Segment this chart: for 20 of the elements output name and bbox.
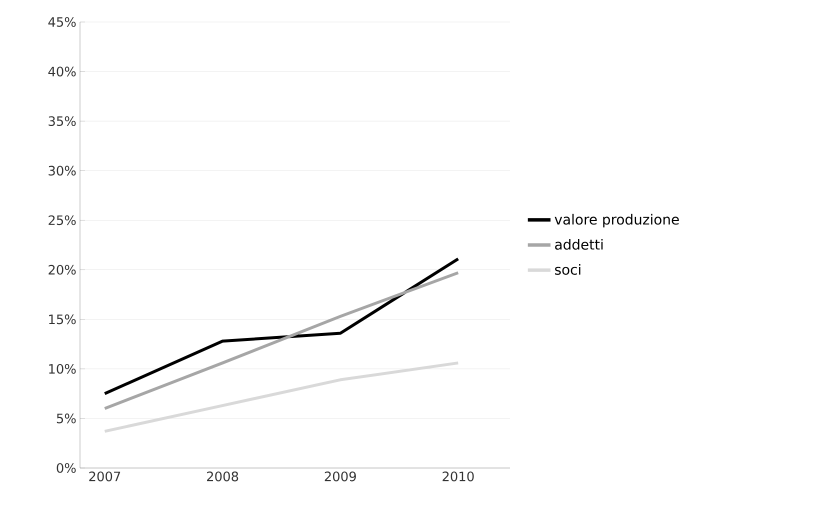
y-tick-label: 35%: [48, 116, 76, 126]
line-series: [103, 271, 460, 410]
legend-label: valore produzione: [554, 214, 679, 228]
y-tick-label: 30%: [48, 166, 76, 176]
y-tick-label: 10%: [49, 364, 76, 374]
y-tick-label: 0%: [56, 463, 76, 473]
line-series: [103, 361, 460, 433]
x-tick-label: 2010: [442, 472, 474, 482]
y-tick-label: 45%: [48, 17, 76, 27]
y-tick-label: 5%: [56, 414, 76, 424]
legend-label: soci: [555, 264, 580, 275]
x-tick-label: 2007: [89, 472, 120, 482]
y-tick-label: 15%: [49, 314, 76, 324]
y-tick-label: 20%: [48, 264, 76, 275]
y-tick-label: 40%: [48, 66, 76, 76]
legend-label: addetti: [555, 238, 603, 250]
x-tick-label: 2009: [324, 472, 356, 482]
y-tick-label: 25%: [48, 215, 76, 226]
x-tick-label: 2008: [207, 472, 238, 482]
line-series: [103, 257, 460, 396]
